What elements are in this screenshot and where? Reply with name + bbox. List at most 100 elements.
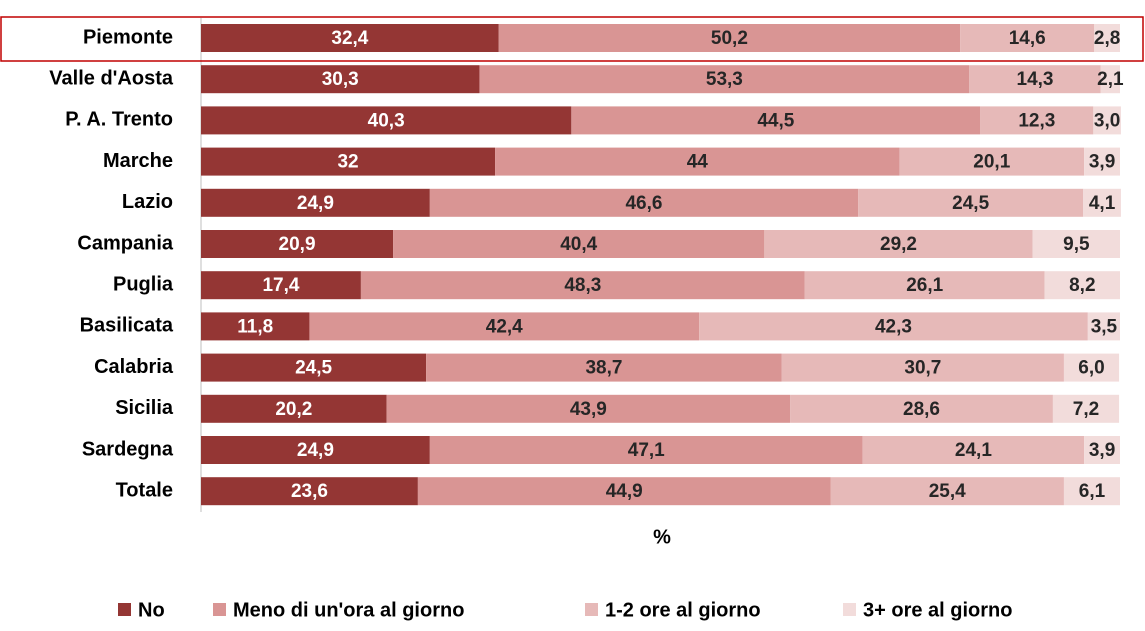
value-label: 3,0 xyxy=(1094,110,1120,131)
y-tick-label: Sicilia xyxy=(115,397,174,419)
value-label: 30,7 xyxy=(904,358,941,379)
value-label: 26,1 xyxy=(906,275,943,296)
bar-segment xyxy=(1087,312,1120,341)
bar-segment xyxy=(699,312,1088,341)
value-label: 50,2 xyxy=(711,28,748,49)
value-label: 6,1 xyxy=(1079,481,1106,502)
bar-segment xyxy=(201,106,572,135)
bar-segment xyxy=(1044,271,1120,300)
bar-segment xyxy=(804,271,1045,300)
legend-label: 3+ ore al giorno xyxy=(863,599,1012,621)
value-label: 44,9 xyxy=(606,481,643,502)
bar-segment xyxy=(1083,188,1121,217)
bar-segment xyxy=(201,271,361,300)
value-label: 32,4 xyxy=(331,28,368,49)
value-label: 11,8 xyxy=(237,316,273,337)
legend-label: Meno di un'ora al giorno xyxy=(233,599,464,621)
value-label: 14,6 xyxy=(1009,28,1046,49)
bar-segment xyxy=(571,106,981,135)
bar-segment xyxy=(201,24,499,52)
bar-segment xyxy=(1094,24,1120,52)
bar-segment xyxy=(858,188,1084,217)
legend-swatch xyxy=(585,603,598,616)
legend-swatch xyxy=(118,603,131,616)
bar-segment xyxy=(969,65,1101,94)
bar-segment xyxy=(1063,477,1120,506)
y-tick-label: Marche xyxy=(103,150,173,172)
bar-segment xyxy=(1093,106,1121,135)
bars: 32,4 50,2 14,6 2,8 30,3 53,3 14,3 2,1 40,3 44,5 12… xyxy=(201,24,1124,506)
y-tick-label: Piemonte xyxy=(83,26,173,48)
value-label: 7,2 xyxy=(1073,399,1099,420)
value-label: 8,2 xyxy=(1069,275,1095,296)
value-label: 24,5 xyxy=(295,358,332,379)
value-label: 17,4 xyxy=(262,275,299,296)
y-tick-label: P. A. Trento xyxy=(65,109,173,131)
bar-segment xyxy=(201,188,430,217)
bar-segment xyxy=(393,230,765,258)
bar-segment xyxy=(1063,353,1120,382)
value-label: 4,1 xyxy=(1089,193,1116,214)
y-tick-label: Lazio xyxy=(122,191,173,213)
bar-segment xyxy=(1084,147,1120,176)
y-tick-label: Sardegna xyxy=(82,438,174,460)
value-label: 20,9 xyxy=(279,234,316,255)
bar-segment xyxy=(1032,230,1120,258)
y-tick-label: Calabria xyxy=(94,356,174,378)
value-label: 3,9 xyxy=(1089,440,1115,461)
bar-segment xyxy=(201,394,387,423)
value-label: 38,7 xyxy=(585,358,622,379)
y-tick-label: Basilicata xyxy=(80,315,174,337)
value-label: 30,3 xyxy=(322,69,359,90)
value-label: 25,4 xyxy=(929,481,966,502)
value-label: 44,5 xyxy=(757,110,794,131)
value-label: 40,4 xyxy=(560,234,597,255)
value-label: 3,9 xyxy=(1089,152,1115,173)
bar-segment xyxy=(980,106,1094,135)
y-tick-label: Campania xyxy=(77,232,173,254)
bar-segment xyxy=(201,65,480,94)
value-label: 3,5 xyxy=(1091,316,1118,337)
y-tick-label: Puglia xyxy=(113,273,174,295)
bar-segment xyxy=(862,436,1085,464)
value-label: 9,5 xyxy=(1063,234,1090,255)
bar-segment xyxy=(1084,436,1120,464)
value-label: 48,3 xyxy=(564,275,601,296)
bar-segment xyxy=(201,312,310,341)
value-label: 47,1 xyxy=(628,440,665,461)
value-label: 46,6 xyxy=(625,193,662,214)
bar-segment xyxy=(429,188,859,217)
bar-segment xyxy=(429,436,863,464)
value-label: 24,9 xyxy=(297,440,334,461)
bar-segment xyxy=(790,394,1053,423)
value-label: 29,2 xyxy=(880,234,917,255)
value-label: 42,3 xyxy=(875,316,912,337)
bar-segment xyxy=(1052,394,1120,423)
value-label: 32 xyxy=(337,152,358,173)
value-label: 42,4 xyxy=(486,316,523,337)
bar-segment xyxy=(764,230,1033,258)
value-label: 6,0 xyxy=(1078,358,1104,379)
value-label: 20,1 xyxy=(973,152,1010,173)
bar-segment xyxy=(201,147,496,176)
bar-segment xyxy=(417,477,831,506)
bar-segment xyxy=(495,147,900,176)
bar-segment xyxy=(309,312,700,341)
value-label: 2,1 xyxy=(1097,69,1124,90)
legend-label: 1-2 ore al giorno xyxy=(605,599,761,621)
bar-segment xyxy=(201,353,427,382)
value-label: 12,3 xyxy=(1018,110,1055,131)
bar-segment xyxy=(498,24,961,52)
bar-segment xyxy=(899,147,1085,176)
legend-swatch xyxy=(213,603,226,616)
bar-segment xyxy=(201,477,418,506)
bar-segment xyxy=(360,271,805,300)
value-label: 24,9 xyxy=(297,193,334,214)
y-tick-label: Valle d'Aosta xyxy=(49,67,174,89)
bar-segment xyxy=(960,24,1095,52)
bar-segment xyxy=(426,353,782,382)
highlight-box xyxy=(0,16,1144,62)
value-label: 43,9 xyxy=(570,399,607,420)
value-label: 44 xyxy=(687,152,709,173)
legend-label: No xyxy=(138,599,165,621)
